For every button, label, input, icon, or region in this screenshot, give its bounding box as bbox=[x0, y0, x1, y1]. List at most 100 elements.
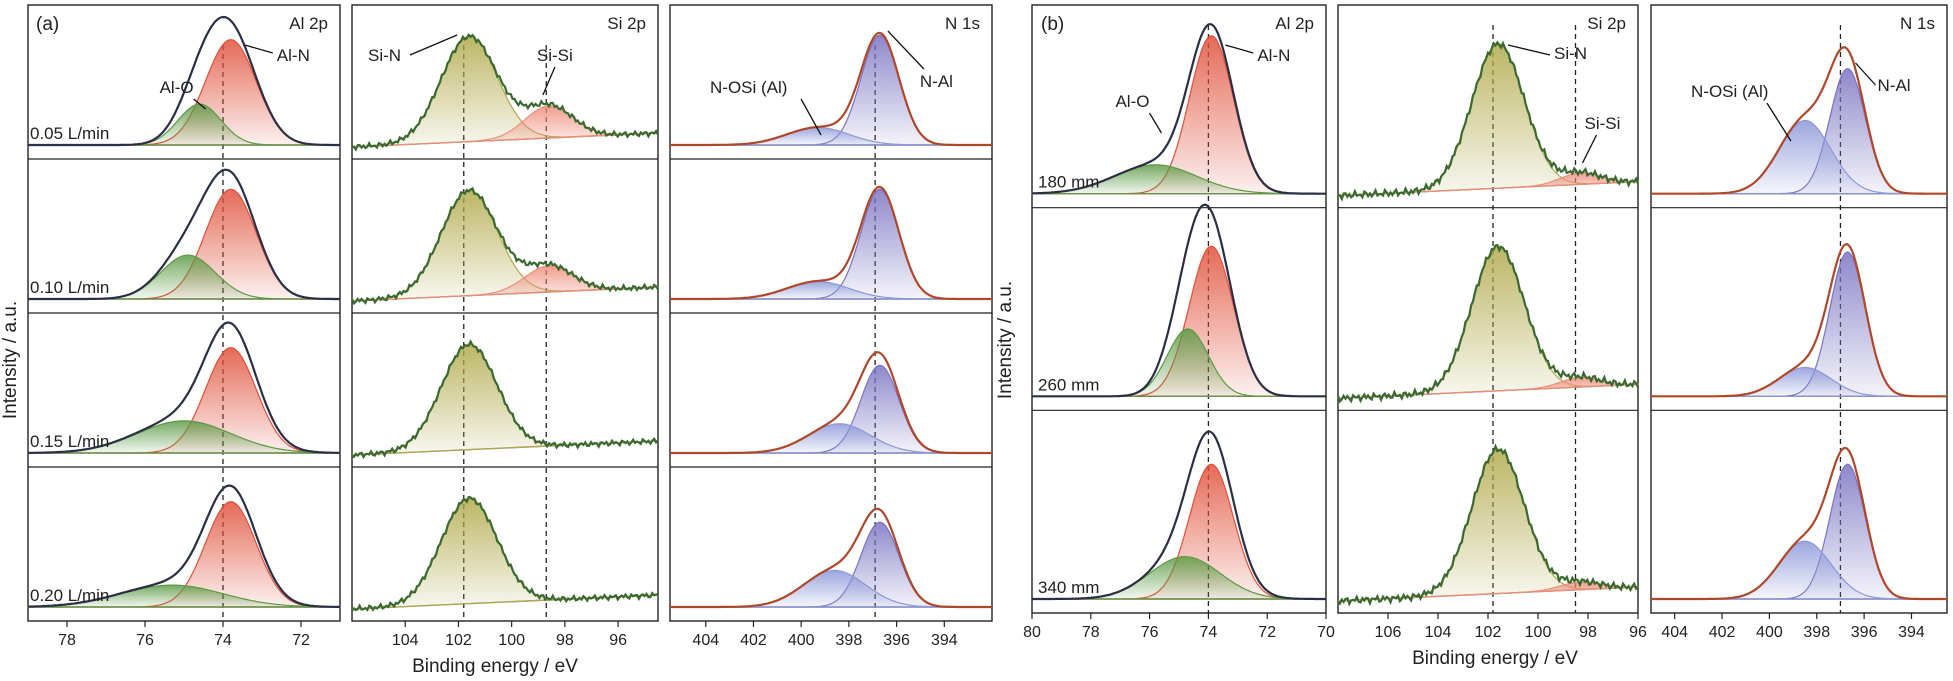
annotation-si-si: Si-Si bbox=[1585, 114, 1621, 133]
x-tick-label: 402 bbox=[740, 632, 767, 649]
x-tick-label: 402 bbox=[1709, 624, 1736, 641]
annotation-n-al: N-Al bbox=[920, 72, 953, 91]
core-level-label: N 1s bbox=[945, 14, 980, 33]
annotation-al-o: Al-O bbox=[160, 78, 194, 97]
envelope-curve bbox=[28, 484, 340, 608]
panel-a-si-2p: 104 102 100 98 96 Si 2p Si-N Si-Si bbox=[351, 4, 659, 649]
arrow-al-o bbox=[193, 98, 207, 110]
envelope-curve bbox=[351, 186, 659, 306]
x-tick-label: 398 bbox=[836, 632, 863, 649]
x-tick-label: 74 bbox=[1200, 624, 1218, 641]
envelope-curve bbox=[670, 31, 992, 147]
envelope-curve bbox=[351, 339, 659, 460]
x-tick-label: 78 bbox=[58, 632, 76, 649]
envelope-curve bbox=[1032, 203, 1326, 398]
row-label: 0.05 L/min bbox=[30, 124, 109, 143]
annotation-al-o: Al-O bbox=[1115, 92, 1149, 111]
envelope-curve bbox=[670, 185, 992, 301]
envelope-curve bbox=[1651, 446, 1947, 601]
arrow-n-al bbox=[1855, 62, 1877, 86]
x-tick-label: 80 bbox=[1023, 624, 1041, 641]
panel-frame bbox=[1650, 4, 1948, 614]
x-tick-label: 96 bbox=[1629, 624, 1647, 641]
x-tick-label: 394 bbox=[931, 632, 958, 649]
row-label: 340 mm bbox=[1038, 578, 1099, 597]
arrow-si-n bbox=[1507, 44, 1551, 56]
row-label: 0.10 L/min bbox=[30, 278, 109, 297]
arrow-al-o bbox=[1148, 112, 1163, 134]
arrow-n-osi bbox=[800, 98, 822, 136]
peak-n-osi-al bbox=[1651, 366, 1947, 397]
x-tick-label: 96 bbox=[609, 632, 627, 649]
x-tick-label: 104 bbox=[1425, 624, 1452, 641]
x-tick-label: 102 bbox=[445, 632, 472, 649]
x-tick-label: 104 bbox=[392, 632, 419, 649]
envelope-curve bbox=[28, 321, 341, 454]
core-level-label: Al 2p bbox=[289, 14, 328, 33]
x-tick-label: 394 bbox=[1898, 624, 1925, 641]
x-tick-label: 102 bbox=[1475, 624, 1502, 641]
panel-b-al-2p: 80 78 76 74 72 70 Al 2p 180 mm Al-N Al-O 260 mm 340… bbox=[1023, 4, 1335, 641]
peak-n-osi-al bbox=[670, 126, 992, 146]
x-tick-label: 400 bbox=[1756, 624, 1783, 641]
row-label: 180 mm bbox=[1038, 173, 1099, 192]
annotation-si-n: Si-N bbox=[1554, 44, 1587, 63]
x-tick-label: 100 bbox=[498, 632, 525, 649]
envelope-curve bbox=[1337, 443, 1639, 607]
arrow-al-n bbox=[1225, 44, 1254, 54]
peak-n-osi-al bbox=[1651, 119, 1947, 195]
panel-a-n-1s: 404 402 400 398 396 394 N 1s N-OSi (Al) N-Al bbox=[669, 4, 993, 649]
envelope-curve bbox=[1651, 46, 1947, 195]
x-tick-label: 396 bbox=[883, 632, 910, 649]
x-axis-label-a: Binding energy / eV bbox=[412, 656, 578, 677]
x-tick-label: 404 bbox=[1661, 624, 1688, 641]
envelope-curve bbox=[1032, 430, 1326, 601]
arrow-n-al bbox=[887, 30, 925, 70]
x-tick-label: 76 bbox=[136, 632, 154, 649]
x-tick-label: 72 bbox=[1258, 624, 1276, 641]
envelope-curve bbox=[670, 351, 992, 455]
x-tick-label: 76 bbox=[1141, 624, 1159, 641]
panel-a-al-2p: 78 76 74 72 Al 2p 0.05 L/min Al-N Al-O 0.10 L/mi… bbox=[27, 4, 341, 649]
x-tick-label: 398 bbox=[1803, 624, 1830, 641]
envelope-curve bbox=[28, 168, 340, 301]
envelope-curve bbox=[670, 507, 992, 609]
arrow-si-si bbox=[1581, 134, 1598, 164]
envelope-curve bbox=[351, 495, 659, 612]
envelope-curve bbox=[1651, 243, 1947, 398]
x-tick-label: 404 bbox=[692, 632, 719, 649]
peak-n-osi-al bbox=[1651, 540, 1947, 600]
arrow-n-osi bbox=[1766, 102, 1792, 142]
row-label: 0.20 L/min bbox=[30, 586, 109, 605]
core-level-label: Si 2p bbox=[1587, 14, 1626, 33]
x-tick-label: 98 bbox=[1579, 624, 1597, 641]
x-tick-label: 400 bbox=[788, 632, 815, 649]
y-axis-label-a: Intensity / a.u. bbox=[0, 301, 21, 419]
y-axis-label-b: Intensity / a.u. bbox=[995, 281, 1016, 399]
x-axis-label-b: Binding energy / eV bbox=[1412, 648, 1578, 669]
x-tick-label: 74 bbox=[214, 632, 232, 649]
peak-n-osi-al bbox=[670, 280, 992, 300]
panel-group-label-a: (a) bbox=[36, 14, 59, 35]
envelope-curve bbox=[1032, 22, 1326, 195]
peak-n-osi-al bbox=[670, 569, 992, 608]
x-tick-label: 100 bbox=[1525, 624, 1552, 641]
envelope-curve bbox=[28, 15, 340, 147]
x-tick-label: 396 bbox=[1851, 624, 1878, 641]
row-label: 260 mm bbox=[1038, 375, 1099, 394]
panel-group-label-b: (b) bbox=[1041, 14, 1064, 35]
core-level-label: Si 2p bbox=[607, 14, 646, 33]
panel-frame bbox=[1031, 4, 1327, 614]
x-tick-label: 106 bbox=[1375, 624, 1402, 641]
row-label: 0.15 L/min bbox=[30, 432, 109, 451]
envelope-curve bbox=[1336, 243, 1639, 404]
arrow-si-si bbox=[542, 66, 556, 96]
envelope-curve bbox=[351, 32, 659, 152]
annotation-si-n: Si-N bbox=[368, 46, 401, 65]
x-tick-label: 72 bbox=[292, 632, 310, 649]
panel-b-n-1s: 404 402 400 398 396 394 N 1s N-OSi (Al) N-Al bbox=[1650, 4, 1948, 641]
core-level-label: N 1s bbox=[1900, 14, 1935, 33]
x-tick-label: 70 bbox=[1317, 624, 1335, 641]
x-tick-label: 78 bbox=[1082, 624, 1100, 641]
